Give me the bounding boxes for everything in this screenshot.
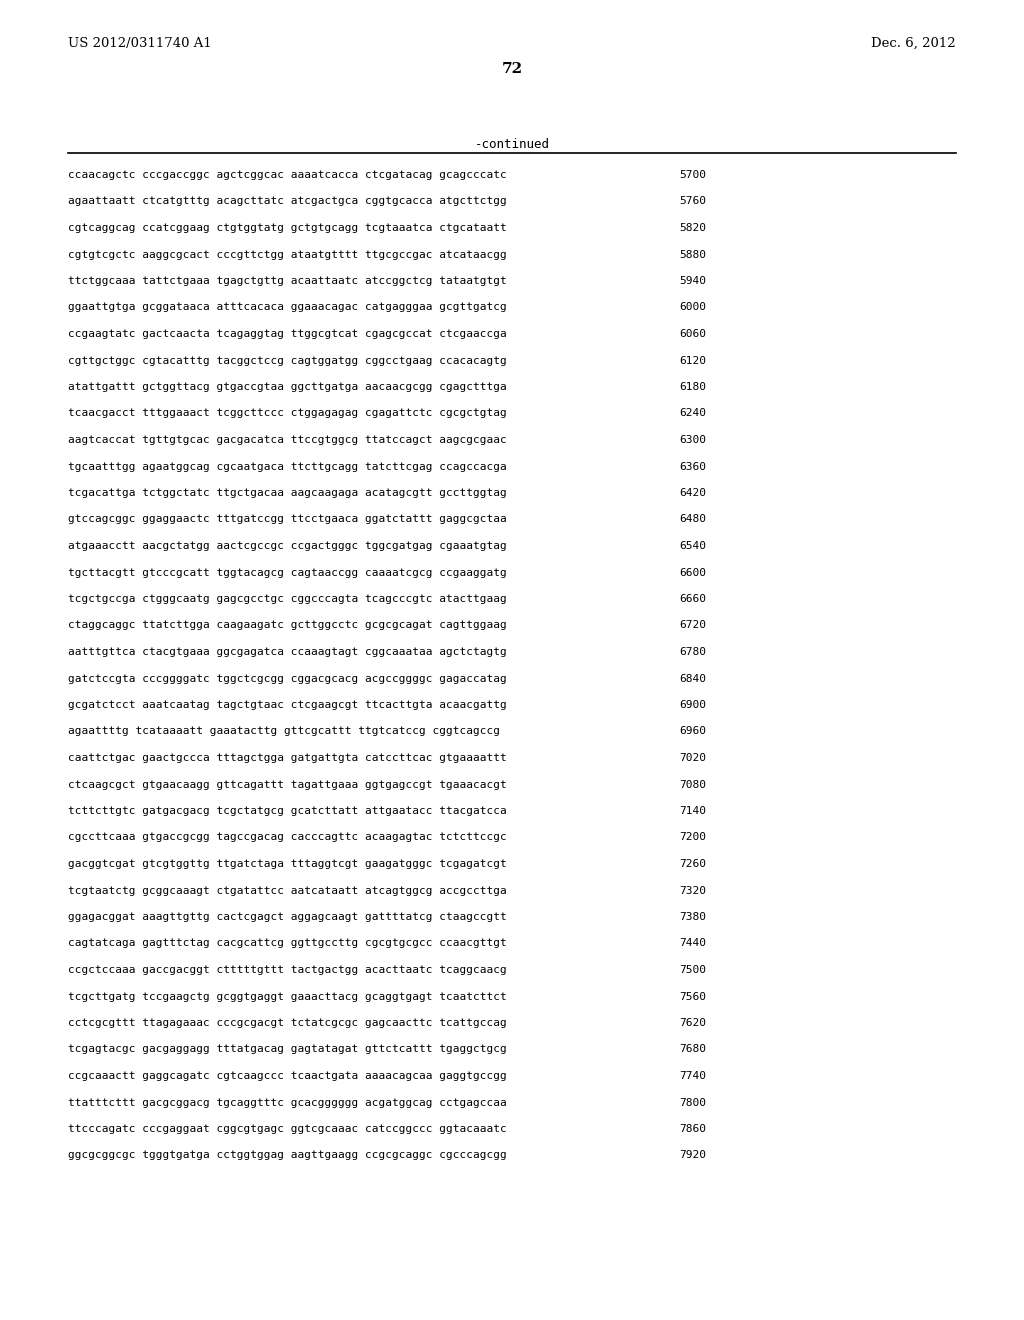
Text: 5880: 5880 xyxy=(679,249,706,260)
Text: 7740: 7740 xyxy=(679,1071,706,1081)
Text: tcttcttgtc gatgacgacg tcgctatgcg gcatcttatt attgaatacc ttacgatcca: tcttcttgtc gatgacgacg tcgctatgcg gcatctt… xyxy=(68,807,507,816)
Text: 7140: 7140 xyxy=(679,807,706,816)
Text: ggagacggat aaagttgttg cactcgagct aggagcaagt gattttatcg ctaagccgtt: ggagacggat aaagttgttg cactcgagct aggagca… xyxy=(68,912,507,921)
Text: gatctccgta cccggggatc tggctcgcgg cggacgcacg acgccggggc gagaccatag: gatctccgta cccggggatc tggctcgcgg cggacgc… xyxy=(68,673,507,684)
Text: cgtgtcgctc aaggcgcact cccgttctgg ataatgtttt ttgcgccgac atcataacgg: cgtgtcgctc aaggcgcact cccgttctgg ataatgt… xyxy=(68,249,507,260)
Text: tgcttacgtt gtcccgcatt tggtacagcg cagtaaccgg caaaatcgcg ccgaaggatg: tgcttacgtt gtcccgcatt tggtacagcg cagtaac… xyxy=(68,568,507,578)
Text: agaattaatt ctcatgtttg acagcttatc atcgactgca cggtgcacca atgcttctgg: agaattaatt ctcatgtttg acagcttatc atcgact… xyxy=(68,197,507,206)
Text: gacggtcgat gtcgtggttg ttgatctaga tttaggtcgt gaagatgggc tcgagatcgt: gacggtcgat gtcgtggttg ttgatctaga tttaggt… xyxy=(68,859,507,869)
Text: gtccagcggc ggaggaactc tttgatccgg ttcctgaaca ggatctattt gaggcgctaa: gtccagcggc ggaggaactc tttgatccgg ttcctga… xyxy=(68,515,507,524)
Text: tcgtaatctg gcggcaaagt ctgatattcc aatcataatt atcagtggcg accgccttga: tcgtaatctg gcggcaaagt ctgatattcc aatcata… xyxy=(68,886,507,895)
Text: 6960: 6960 xyxy=(679,726,706,737)
Text: -continued: -continued xyxy=(474,139,550,150)
Text: 6540: 6540 xyxy=(679,541,706,550)
Text: 6720: 6720 xyxy=(679,620,706,631)
Text: 7860: 7860 xyxy=(679,1125,706,1134)
Text: atgaaacctt aacgctatgg aactcgccgc ccgactgggc tggcgatgag cgaaatgtag: atgaaacctt aacgctatgg aactcgccgc ccgactg… xyxy=(68,541,507,550)
Text: agaattttg tcataaaatt gaaatacttg gttcgcattt ttgtcatccg cggtcagccg: agaattttg tcataaaatt gaaatacttg gttcgcat… xyxy=(68,726,500,737)
Text: caattctgac gaactgccca tttagctgga gatgattgta catccttcac gtgaaaattt: caattctgac gaactgccca tttagctgga gatgatt… xyxy=(68,752,507,763)
Text: 7440: 7440 xyxy=(679,939,706,949)
Text: 7620: 7620 xyxy=(679,1018,706,1028)
Text: gcgatctcct aaatcaatag tagctgtaac ctcgaagcgt ttcacttgta acaacgattg: gcgatctcct aaatcaatag tagctgtaac ctcgaag… xyxy=(68,700,507,710)
Text: tcgagtacgc gacgaggagg tttatgacag gagtatagat gttctcattt tgaggctgcg: tcgagtacgc gacgaggagg tttatgacag gagtata… xyxy=(68,1044,507,1055)
Text: ttatttcttt gacgcggacg tgcaggtttc gcacgggggg acgatggcag cctgagccaa: ttatttcttt gacgcggacg tgcaggtttc gcacggg… xyxy=(68,1097,507,1107)
Text: 6180: 6180 xyxy=(679,381,706,392)
Text: ccgcaaactt gaggcagatc cgtcaagccc tcaactgata aaaacagcaa gaggtgccgg: ccgcaaactt gaggcagatc cgtcaagccc tcaactg… xyxy=(68,1071,507,1081)
Text: Dec. 6, 2012: Dec. 6, 2012 xyxy=(871,37,956,50)
Text: tcgacattga tctggctatc ttgctgacaa aagcaagaga acatagcgtt gccttggtag: tcgacattga tctggctatc ttgctgacaa aagcaag… xyxy=(68,488,507,498)
Text: 6000: 6000 xyxy=(679,302,706,313)
Text: US 2012/0311740 A1: US 2012/0311740 A1 xyxy=(68,37,212,50)
Text: tcgcttgatg tccgaagctg gcggtgaggt gaaacttacg gcaggtgagt tcaatcttct: tcgcttgatg tccgaagctg gcggtgaggt gaaactt… xyxy=(68,991,507,1002)
Text: 7560: 7560 xyxy=(679,991,706,1002)
Text: 7200: 7200 xyxy=(679,833,706,842)
Text: ttcccagatc cccgaggaat cggcgtgagc ggtcgcaaac catccggccc ggtacaaatc: ttcccagatc cccgaggaat cggcgtgagc ggtcgca… xyxy=(68,1125,507,1134)
Text: 6780: 6780 xyxy=(679,647,706,657)
Text: 6360: 6360 xyxy=(679,462,706,471)
Text: 7020: 7020 xyxy=(679,752,706,763)
Text: ggaattgtga gcggataaca atttcacaca ggaaacagac catgagggaa gcgttgatcg: ggaattgtga gcggataaca atttcacaca ggaaaca… xyxy=(68,302,507,313)
Text: 7920: 7920 xyxy=(679,1151,706,1160)
Text: 6840: 6840 xyxy=(679,673,706,684)
Text: ctcaagcgct gtgaacaagg gttcagattt tagattgaaa ggtgagccgt tgaaacacgt: ctcaagcgct gtgaacaagg gttcagattt tagattg… xyxy=(68,780,507,789)
Text: cgtcaggcag ccatcggaag ctgtggtatg gctgtgcagg tcgtaaatca ctgcataatt: cgtcaggcag ccatcggaag ctgtggtatg gctgtgc… xyxy=(68,223,507,234)
Text: aagtcaccat tgttgtgcac gacgacatca ttccgtggcg ttatccagct aagcgcgaac: aagtcaccat tgttgtgcac gacgacatca ttccgtg… xyxy=(68,436,507,445)
Text: cgttgctggc cgtacatttg tacggctccg cagtggatgg cggcctgaag ccacacagtg: cgttgctggc cgtacatttg tacggctccg cagtgga… xyxy=(68,355,507,366)
Text: aatttgttca ctacgtgaaa ggcgagatca ccaaagtagt cggcaaataa agctctagtg: aatttgttca ctacgtgaaa ggcgagatca ccaaagt… xyxy=(68,647,507,657)
Text: 7080: 7080 xyxy=(679,780,706,789)
Text: ggcgcggcgc tgggtgatga cctggtggag aagttgaagg ccgcgcaggc cgcccagcgg: ggcgcggcgc tgggtgatga cctggtggag aagttga… xyxy=(68,1151,507,1160)
Text: cgccttcaaa gtgaccgcgg tagccgacag cacccagttc acaagagtac tctcttccgc: cgccttcaaa gtgaccgcgg tagccgacag cacccag… xyxy=(68,833,507,842)
Text: 5760: 5760 xyxy=(679,197,706,206)
Text: 7500: 7500 xyxy=(679,965,706,975)
Text: 5700: 5700 xyxy=(679,170,706,180)
Text: 5940: 5940 xyxy=(679,276,706,286)
Text: 6480: 6480 xyxy=(679,515,706,524)
Text: 7260: 7260 xyxy=(679,859,706,869)
Text: 6240: 6240 xyxy=(679,408,706,418)
Text: ccgctccaaa gaccgacggt ctttttgttt tactgactgg acacttaatc tcaggcaacg: ccgctccaaa gaccgacggt ctttttgttt tactgac… xyxy=(68,965,507,975)
Text: 5820: 5820 xyxy=(679,223,706,234)
Text: 6600: 6600 xyxy=(679,568,706,578)
Text: 7380: 7380 xyxy=(679,912,706,921)
Text: tcgctgccga ctgggcaatg gagcgcctgc cggcccagta tcagcccgtc atacttgaag: tcgctgccga ctgggcaatg gagcgcctgc cggccca… xyxy=(68,594,507,605)
Text: 6120: 6120 xyxy=(679,355,706,366)
Text: 7320: 7320 xyxy=(679,886,706,895)
Text: 7680: 7680 xyxy=(679,1044,706,1055)
Text: 7800: 7800 xyxy=(679,1097,706,1107)
Text: tcaacgacct tttggaaact tcggcttccc ctggagagag cgagattctc cgcgctgtag: tcaacgacct tttggaaact tcggcttccc ctggaga… xyxy=(68,408,507,418)
Text: cagtatcaga gagtttctag cacgcattcg ggttgccttg cgcgtgcgcc ccaacgttgt: cagtatcaga gagtttctag cacgcattcg ggttgcc… xyxy=(68,939,507,949)
Text: 6660: 6660 xyxy=(679,594,706,605)
Text: ccaacagctc cccgaccggc agctcggcac aaaatcacca ctcgatacag gcagcccatc: ccaacagctc cccgaccggc agctcggcac aaaatca… xyxy=(68,170,507,180)
Text: ctaggcaggc ttatcttgga caagaagatc gcttggcctc gcgcgcagat cagttggaag: ctaggcaggc ttatcttgga caagaagatc gcttggc… xyxy=(68,620,507,631)
Text: ttctggcaaa tattctgaaa tgagctgttg acaattaatc atccggctcg tataatgtgt: ttctggcaaa tattctgaaa tgagctgttg acaatta… xyxy=(68,276,507,286)
Text: 72: 72 xyxy=(502,62,522,77)
Text: 6060: 6060 xyxy=(679,329,706,339)
Text: tgcaatttgg agaatggcag cgcaatgaca ttcttgcagg tatcttcgag ccagccacga: tgcaatttgg agaatggcag cgcaatgaca ttcttgc… xyxy=(68,462,507,471)
Text: cctcgcgttt ttagagaaac cccgcgacgt tctatcgcgc gagcaacttc tcattgccag: cctcgcgttt ttagagaaac cccgcgacgt tctatcg… xyxy=(68,1018,507,1028)
Text: 6900: 6900 xyxy=(679,700,706,710)
Text: 6300: 6300 xyxy=(679,436,706,445)
Text: ccgaagtatc gactcaacta tcagaggtag ttggcgtcat cgagcgccat ctcgaaccga: ccgaagtatc gactcaacta tcagaggtag ttggcgt… xyxy=(68,329,507,339)
Text: atattgattt gctggttacg gtgaccgtaa ggcttgatga aacaacgcgg cgagctttga: atattgattt gctggttacg gtgaccgtaa ggcttga… xyxy=(68,381,507,392)
Text: 6420: 6420 xyxy=(679,488,706,498)
